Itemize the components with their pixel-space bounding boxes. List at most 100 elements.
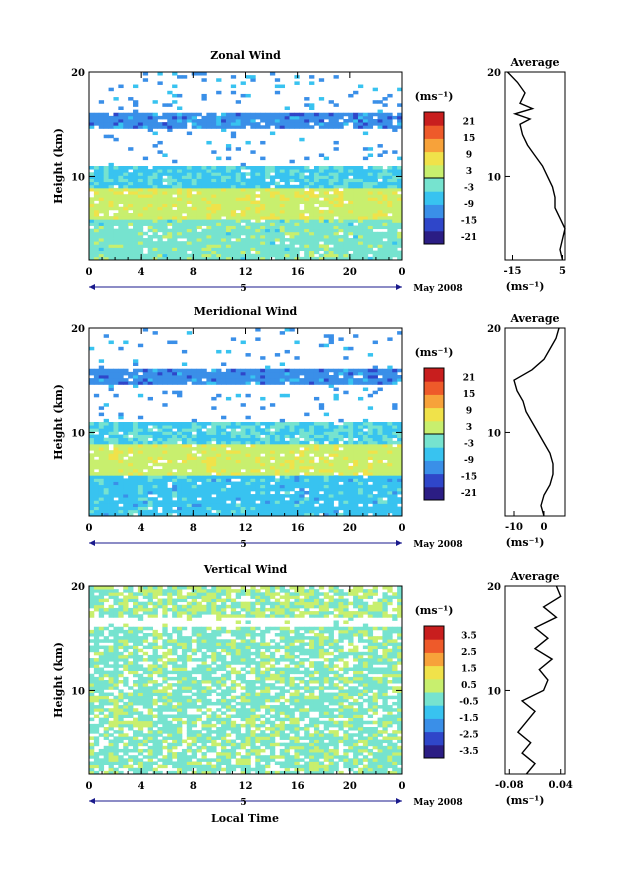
heatmap-cell: [323, 156, 330, 161]
heatmap-cell: [348, 228, 354, 233]
heatmap-cell: [294, 213, 300, 217]
heatmap-cell: [284, 478, 290, 482]
heatmap-cell: [304, 234, 310, 239]
heatmap-cell: [196, 169, 202, 173]
heatmap-cell: [89, 497, 95, 501]
heatmap-cell: [313, 172, 320, 176]
heatmap-cell: [172, 462, 178, 467]
heatmap-cell: [353, 231, 359, 236]
heatmap-cell: [323, 219, 330, 223]
x-tick-label: 4: [138, 267, 145, 278]
heatmap-cell: [162, 494, 168, 498]
heatmap-cell: [362, 253, 369, 258]
heatmap-cell: [157, 512, 163, 517]
heatmap-cell: [250, 447, 256, 451]
heatmap-cell: [274, 465, 281, 470]
heatmap-cell: [113, 231, 119, 236]
heatmap-cell: [230, 187, 237, 192]
heatmap-cell: [142, 475, 149, 479]
heatmap-cell: [387, 256, 393, 261]
heatmap-cell: [137, 381, 144, 385]
heatmap-cell: [240, 253, 246, 258]
heatmap-cell: [206, 500, 212, 504]
heatmap-cell: [103, 200, 109, 204]
heatmap-cell: [289, 368, 295, 373]
heatmap-cell: [206, 761, 212, 765]
heatmap-cell: [137, 431, 144, 435]
heatmap-cell: [382, 764, 388, 769]
heatmap-cell: [157, 213, 163, 217]
heatmap-cell: [103, 453, 109, 457]
heatmap-cell: [240, 191, 246, 195]
heatmap-cell: [230, 166, 237, 170]
heatmap-cell: [353, 431, 359, 435]
heatmap-cell: [98, 453, 105, 457]
heatmap-cell: [387, 758, 393, 762]
heatmap-cell: [172, 431, 178, 435]
heatmap-cell: [255, 209, 261, 214]
heatmap-cell: [255, 247, 261, 251]
heatmap-cell: [362, 459, 369, 464]
heatmap-cell: [108, 487, 114, 492]
heatmap-cell: [348, 241, 354, 245]
heatmap-cell: [235, 122, 242, 126]
heatmap-cell: [313, 225, 320, 230]
heatmap-cell: [377, 209, 383, 214]
heatmap-cell: [162, 153, 168, 157]
heatmap-cell: [382, 428, 388, 432]
heatmap-cell: [294, 764, 300, 769]
heatmap-cell: [157, 431, 163, 435]
heatmap-cell: [323, 456, 330, 460]
heatmap-cell: [186, 509, 193, 514]
heatmap-cell: [201, 203, 207, 208]
heatmap-cell: [255, 194, 261, 198]
y-axis-label: Height (km): [52, 128, 65, 204]
heatmap-cell: [235, 512, 242, 517]
heatmap-cell: [103, 125, 109, 129]
heatmap-cell: [157, 169, 163, 173]
heatmap-cell: [98, 253, 105, 258]
heatmap-cell: [191, 206, 197, 211]
heatmap-cell: [323, 250, 330, 255]
heatmap-cell: [284, 465, 290, 470]
heatmap-cell: [137, 462, 144, 467]
heatmap-cell: [172, 494, 178, 498]
heatmap-cell: [201, 200, 207, 204]
heatmap-cell: [294, 256, 300, 261]
heatmap-cell: [181, 472, 188, 476]
heatmap-cell: [343, 472, 349, 476]
heatmap-cell: [230, 378, 237, 382]
heatmap-cell: [260, 478, 266, 482]
heatmap-cell: [103, 178, 109, 183]
heatmap-cell: [118, 437, 124, 442]
heatmap-cell: [181, 368, 188, 373]
heatmap-cell: [318, 472, 325, 476]
heatmap-cell: [89, 166, 95, 170]
heatmap-cell: [309, 119, 315, 123]
heatmap-cell: [299, 512, 305, 517]
heatmap-cell: [98, 437, 105, 442]
heatmap-cell: [216, 90, 222, 95]
heatmap-cell: [260, 490, 266, 495]
heatmap-cell: [133, 253, 139, 258]
heatmap-cell: [367, 216, 374, 220]
heatmap-cell: [113, 371, 119, 376]
heatmap-cell: [128, 497, 134, 501]
heatmap-cell: [274, 440, 281, 445]
heatmap-cell: [353, 481, 359, 486]
heatmap-cell: [294, 381, 300, 385]
heatmap-cell: [142, 181, 149, 186]
heatmap-cell: [177, 509, 183, 514]
heatmap-cell: [372, 453, 378, 457]
heatmap-cell: [265, 469, 271, 473]
heatmap-cell: [103, 334, 109, 338]
heatmap-cell: [289, 119, 295, 123]
heatmap-cell: [250, 225, 256, 230]
heatmap-cell: [103, 443, 109, 448]
heatmap-cell: [230, 175, 237, 179]
heatmap-cell: [289, 115, 295, 120]
heatmap-cell: [103, 231, 109, 236]
heatmap-cell: [245, 506, 251, 511]
heatmap-cell: [152, 500, 158, 504]
heatmap-cell: [343, 456, 349, 460]
